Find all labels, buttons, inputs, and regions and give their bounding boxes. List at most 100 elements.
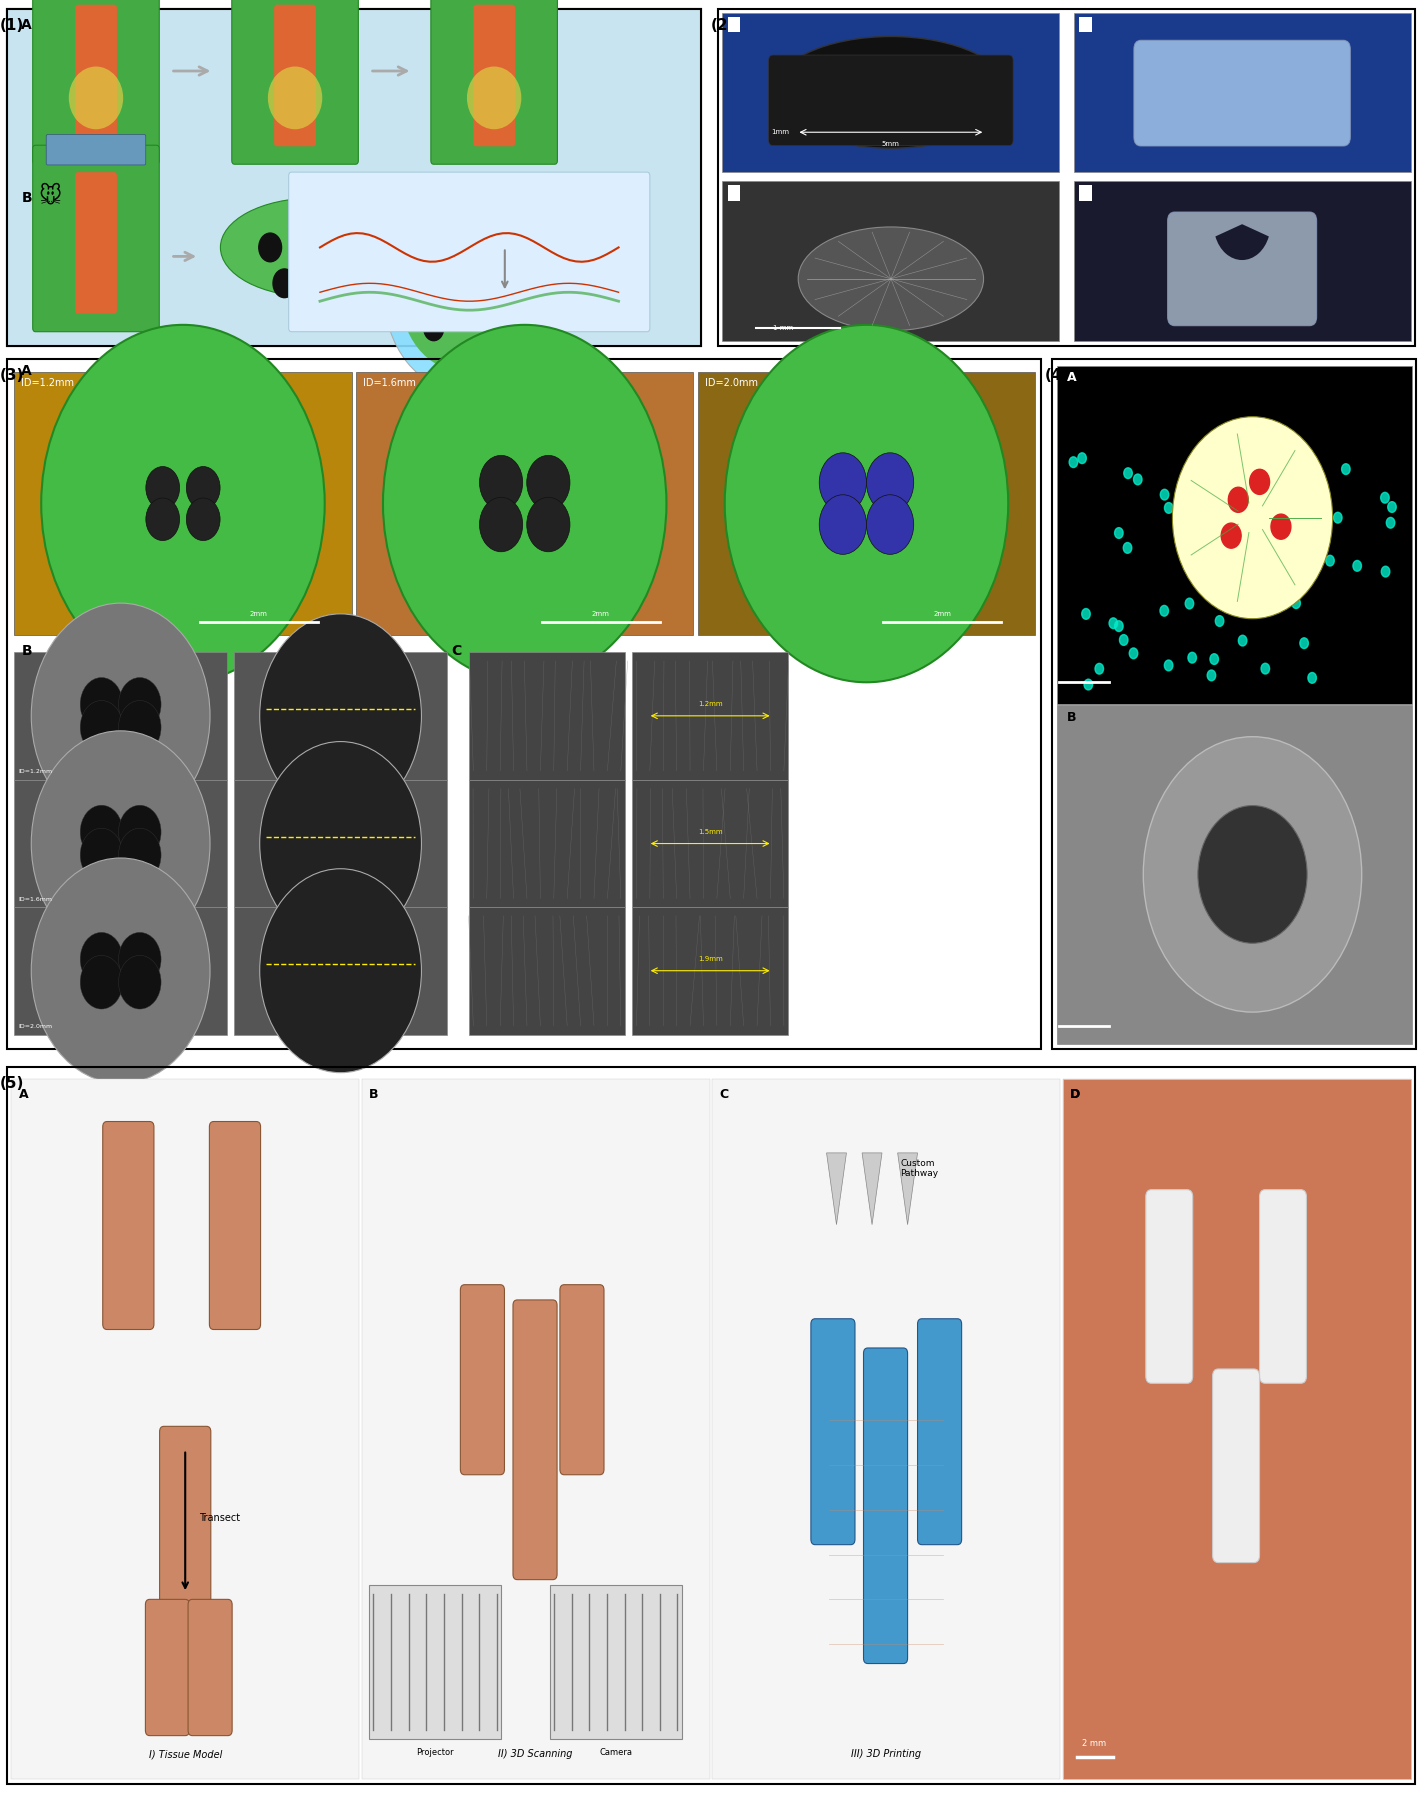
Circle shape (259, 233, 282, 262)
Circle shape (725, 325, 1008, 683)
Circle shape (479, 455, 523, 509)
Circle shape (1264, 554, 1273, 565)
Circle shape (1352, 561, 1361, 572)
Circle shape (1115, 527, 1123, 538)
Circle shape (31, 732, 210, 956)
Text: A: A (18, 1088, 28, 1101)
Circle shape (186, 498, 220, 540)
Text: 1.2mm: 1.2mm (698, 701, 722, 706)
Circle shape (1291, 597, 1300, 608)
Circle shape (118, 701, 161, 755)
Circle shape (1078, 454, 1086, 464)
Circle shape (1229, 488, 1249, 513)
Circle shape (316, 278, 338, 307)
Ellipse shape (267, 66, 323, 129)
Circle shape (80, 805, 122, 859)
Circle shape (1119, 635, 1128, 645)
Text: ID=1.6mm: ID=1.6mm (18, 896, 53, 902)
Circle shape (31, 602, 210, 828)
Circle shape (118, 678, 161, 732)
FancyBboxPatch shape (75, 5, 117, 147)
Circle shape (1267, 590, 1276, 601)
Bar (1074, 13, 1411, 172)
Bar (7, 9, 701, 346)
FancyBboxPatch shape (232, 0, 358, 165)
Text: ID=2.0mm: ID=2.0mm (18, 1024, 53, 1029)
Circle shape (260, 742, 421, 945)
FancyBboxPatch shape (102, 1122, 154, 1330)
Text: ID=2.0mm: ID=2.0mm (705, 378, 758, 387)
Polygon shape (862, 1153, 882, 1225)
Circle shape (819, 454, 866, 513)
Text: 1.5mm: 1.5mm (698, 828, 722, 834)
Circle shape (1172, 416, 1332, 619)
Bar (718, 9, 1415, 346)
Bar (550, 1585, 681, 1739)
Circle shape (118, 828, 161, 882)
Circle shape (1334, 513, 1342, 524)
Bar (7, 9, 701, 346)
Circle shape (1115, 620, 1123, 631)
Bar (361, 1079, 710, 1779)
Circle shape (1239, 635, 1247, 645)
Text: ID=1.2mm: ID=1.2mm (21, 378, 74, 387)
Text: Camera: Camera (599, 1748, 633, 1757)
Text: B: B (21, 644, 31, 658)
FancyBboxPatch shape (811, 1320, 855, 1546)
Circle shape (424, 316, 444, 341)
Circle shape (1160, 606, 1169, 617)
Text: 2mm: 2mm (933, 611, 951, 617)
Text: B: B (370, 1088, 378, 1101)
FancyBboxPatch shape (33, 0, 159, 165)
Bar (235, 780, 447, 907)
Circle shape (1143, 737, 1362, 1011)
Circle shape (1266, 502, 1274, 513)
Bar (698, 373, 1035, 635)
Bar (1057, 705, 1412, 1044)
FancyBboxPatch shape (1133, 39, 1351, 145)
FancyBboxPatch shape (769, 56, 1012, 145)
Bar (7, 359, 1041, 1049)
Circle shape (146, 498, 179, 540)
Text: ID=1.6mm: ID=1.6mm (363, 378, 417, 387)
Circle shape (146, 466, 179, 509)
Circle shape (1308, 672, 1317, 683)
Circle shape (118, 956, 161, 1009)
Circle shape (424, 262, 444, 287)
FancyBboxPatch shape (75, 172, 117, 314)
FancyBboxPatch shape (145, 1599, 189, 1736)
Circle shape (1084, 680, 1092, 690)
Circle shape (526, 455, 570, 509)
Bar (1064, 1079, 1411, 1779)
Circle shape (80, 701, 122, 755)
FancyBboxPatch shape (274, 5, 316, 147)
Text: Custom
Pathway: Custom Pathway (900, 1158, 939, 1178)
Bar (14, 780, 228, 907)
Bar (14, 907, 228, 1035)
Text: C: C (720, 1088, 728, 1101)
Text: 2 mm: 2 mm (1082, 1739, 1106, 1748)
Circle shape (1263, 472, 1271, 482)
Circle shape (1341, 464, 1349, 475)
Circle shape (80, 678, 122, 732)
Circle shape (80, 932, 122, 986)
Text: 1mm: 1mm (771, 129, 789, 134)
Text: B: B (1066, 710, 1076, 724)
Circle shape (1250, 470, 1270, 495)
Bar (1064, 1079, 1411, 1779)
Circle shape (1197, 805, 1307, 943)
Circle shape (400, 213, 525, 371)
FancyBboxPatch shape (513, 1300, 557, 1580)
Text: D: D (1071, 1088, 1081, 1101)
Bar (1057, 366, 1412, 703)
Text: 1 mm: 1 mm (774, 325, 793, 332)
Text: (4): (4) (1045, 368, 1069, 382)
Text: A: A (21, 364, 33, 378)
Text: III) 3D Printing: III) 3D Printing (852, 1750, 921, 1759)
Text: A: A (729, 18, 739, 30)
Circle shape (1133, 473, 1142, 484)
FancyBboxPatch shape (560, 1284, 604, 1474)
Polygon shape (826, 1153, 846, 1225)
Bar (722, 181, 1059, 341)
Circle shape (479, 497, 523, 552)
